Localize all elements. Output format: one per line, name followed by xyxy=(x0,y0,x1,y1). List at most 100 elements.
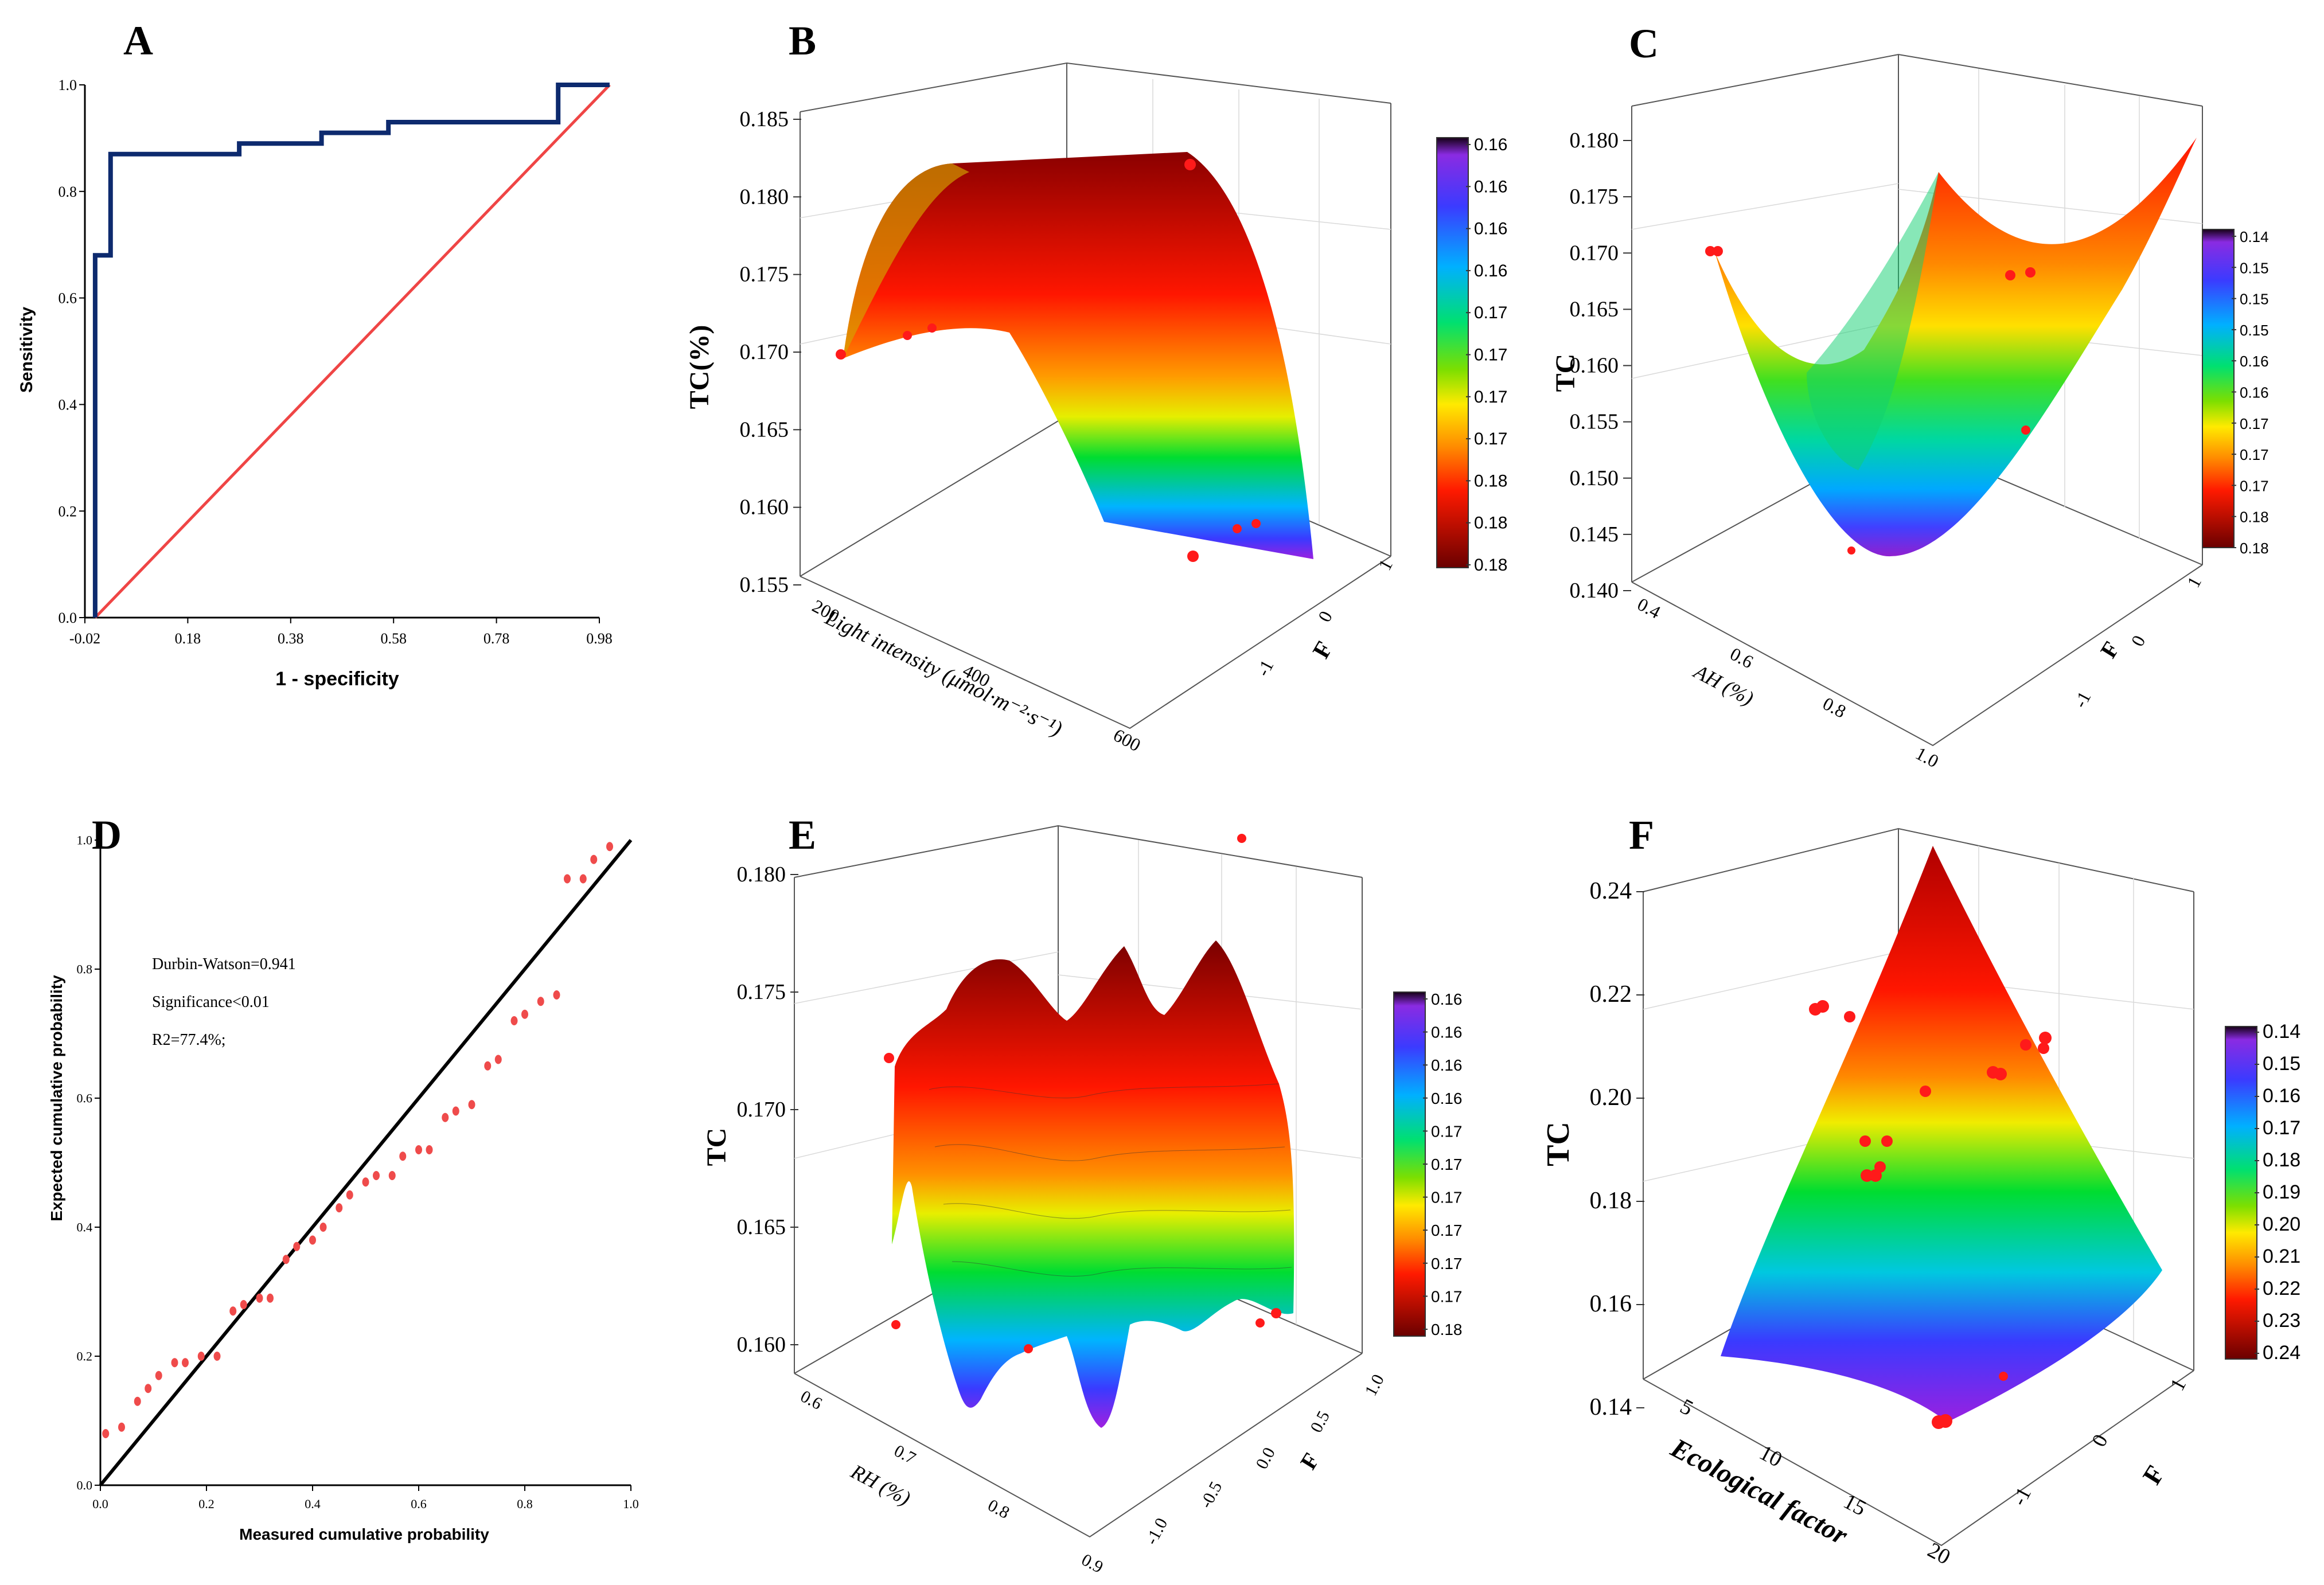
fit-line xyxy=(99,839,633,1486)
x-tick-label: 0.78 xyxy=(483,630,510,647)
roc-curve xyxy=(92,83,610,618)
colorbar-tick-label: 0.17 xyxy=(1431,1221,1463,1239)
y-tick-label: 0.8 xyxy=(59,184,77,200)
colorbar-tick-label: 0.15 xyxy=(2240,322,2269,339)
qq-point xyxy=(399,1151,407,1161)
panel-b-surface xyxy=(843,152,1313,559)
qq-point xyxy=(182,1358,189,1368)
qq-point xyxy=(145,1384,152,1393)
x-tick-label: 0.6 xyxy=(411,1497,427,1511)
z-tick-label: 0.145 xyxy=(1570,522,1619,546)
panel-e-surface xyxy=(892,940,1294,1428)
panel-e-contours xyxy=(929,1083,1292,1277)
colorbar-tick-label: 0.17 xyxy=(2240,477,2269,494)
axis-tick-label: 0 xyxy=(2087,1431,2112,1451)
colorbar-tick-label: 0.16 xyxy=(1431,1024,1463,1041)
x-tick-label: -0.02 xyxy=(69,630,100,647)
z-tick-label: 0.165 xyxy=(1570,297,1619,321)
colorbar-tick-label: 0.16 xyxy=(1431,1090,1463,1107)
axis-tick-label: 600 xyxy=(1110,724,1144,755)
qq-point xyxy=(564,874,571,884)
y-tick-label: 0.4 xyxy=(59,397,77,413)
panel-b-x-axis-label: Light intensity (μmol·m⁻²·s⁻¹) xyxy=(821,605,1066,741)
colorbar-tick-label: 0.20 xyxy=(2263,1213,2300,1235)
panel-f-point xyxy=(1999,1372,2008,1381)
panel-b-point xyxy=(1233,524,1242,533)
panel-a-axes: -0.02 0.18 0.38 0.58 0.78 0.98 0.0 0.2 0.4 0.6 0.8… xyxy=(59,77,613,647)
qq-point xyxy=(606,842,613,852)
axis-tick-label: -1 xyxy=(2069,688,2095,711)
colorbar-tick-label: 0.18 xyxy=(1474,471,1507,490)
qq-point xyxy=(336,1203,343,1213)
panel-f-z-ticks: 0.14 0.16 0.18 0.20 0.22 0.24 xyxy=(1590,878,1644,1420)
panel-c-x-ticks: 0.40.60.81.0 xyxy=(1634,594,1942,772)
colorbar-tick-label: 0.16 xyxy=(1474,177,1507,196)
axis-tick-label: 20 xyxy=(1924,1538,1954,1570)
qq-point xyxy=(362,1177,369,1187)
z-tick-label: 0.140 xyxy=(1570,579,1619,603)
panel-f-point xyxy=(1939,1414,1952,1428)
y-tick-label: 0.6 xyxy=(77,1091,93,1106)
qq-point xyxy=(346,1190,353,1200)
colorbar-tick-label: 0.16 xyxy=(2263,1085,2300,1107)
panel-b-colorbar-ticks: 0.16 0.16 0.16 0.16 0.17 0.17 0.17 0.17 0.18 0.18… xyxy=(1466,135,1507,575)
panel-letter-f: F xyxy=(1629,812,1654,858)
qq-point xyxy=(134,1396,141,1406)
panel-e-point xyxy=(1271,1308,1281,1318)
panel-e-colorbar xyxy=(1393,991,1426,1337)
x-tick-label: 0.8 xyxy=(517,1497,533,1511)
axis-tick-label: -1 xyxy=(1252,657,1277,680)
colorbar-tick-label: 0.17 xyxy=(2240,446,2269,463)
qq-point xyxy=(468,1100,475,1110)
panel-d-series xyxy=(99,839,633,1486)
colorbar-tick-label: 0.16 xyxy=(2240,353,2269,370)
z-tick-label: 0.180 xyxy=(1570,128,1619,153)
qq-point xyxy=(118,1422,125,1432)
panel-c-z-axis-label: TC xyxy=(1550,354,1581,392)
z-tick-label: 0.14 xyxy=(1590,1394,1632,1420)
axis-tick-label: 1.0 xyxy=(1361,1371,1388,1399)
axis-tick-label: 15 xyxy=(1839,1489,1870,1521)
z-tick-label: 0.185 xyxy=(740,107,789,131)
panel-b-point xyxy=(1251,519,1261,528)
z-tick-label: 0.20 xyxy=(1590,1084,1632,1111)
panel-e-point xyxy=(891,1320,900,1329)
z-tick-label: 0.16 xyxy=(1590,1291,1632,1317)
z-tick-label: 0.160 xyxy=(1570,354,1619,378)
z-tick-label: 0.170 xyxy=(737,1098,786,1122)
qq-point xyxy=(494,1055,502,1064)
colorbar-tick-label: 0.23 xyxy=(2263,1310,2300,1332)
qq-point xyxy=(442,1112,449,1122)
colorbar-tick-label: 0.18 xyxy=(2263,1149,2300,1171)
panel-b-y-axis-label: F xyxy=(1308,637,1338,663)
colorbar-tick-label: 0.16 xyxy=(1431,990,1463,1008)
colorbar-tick-label: 0.17 xyxy=(1431,1255,1463,1272)
z-tick-label: 0.155 xyxy=(1570,410,1619,434)
qq-point xyxy=(293,1242,301,1251)
qq-point xyxy=(452,1106,459,1116)
panel-f-surface xyxy=(1721,846,2162,1422)
panel-letter-b: B xyxy=(789,18,816,64)
x-tick-label: 0.4 xyxy=(305,1497,321,1511)
colorbar-tick-label: 0.18 xyxy=(1431,1321,1463,1338)
colorbar-tick-label: 0.22 xyxy=(2263,1278,2300,1299)
panel-d-x-axis-label: Measured cumulative probability xyxy=(239,1525,489,1543)
colorbar-tick-label: 0.18 xyxy=(2240,509,2269,526)
colorbar-tick-label: 0.15 xyxy=(2240,291,2269,308)
y-tick-label: 0.4 xyxy=(77,1220,93,1235)
panel-b-point xyxy=(1184,159,1196,170)
z-tick-label: 0.160 xyxy=(737,1333,786,1357)
colorbar-tick-label: 0.24 xyxy=(2263,1342,2300,1364)
z-tick-label: 0.175 xyxy=(740,263,789,287)
panel-c-point xyxy=(1713,246,1723,256)
z-tick-label: 0.155 xyxy=(740,573,789,597)
y-tick-label: 0.2 xyxy=(59,503,77,520)
panel-f-point xyxy=(1816,1000,1829,1013)
colorbar-tick-label: 0.14 xyxy=(2263,1021,2300,1043)
panel-c: C 0.1400.1450.1500.1550.1600.1650.1700.1… xyxy=(1550,21,2269,772)
colorbar-tick-label: 0.17 xyxy=(1474,303,1507,322)
panel-c-y-ticks: -1 0 1 xyxy=(2069,573,2205,711)
axis-tick-label: 0.6 xyxy=(797,1387,825,1414)
z-tick-label: 0.150 xyxy=(1570,466,1619,490)
colorbar-tick-label: 0.16 xyxy=(1474,135,1507,154)
